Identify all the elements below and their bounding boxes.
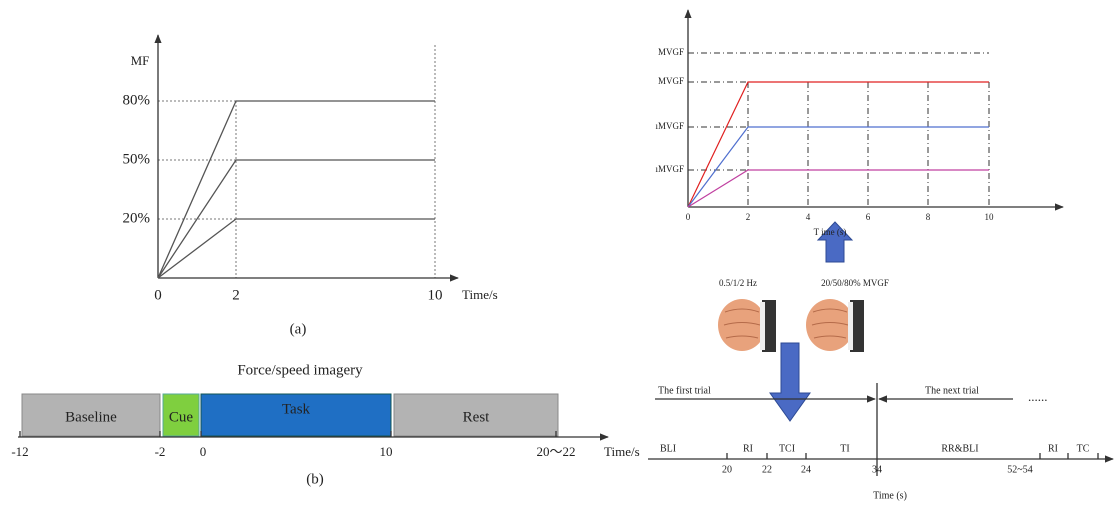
axis-label: Time (s) — [873, 490, 907, 501]
trial-label: The next trial — [925, 385, 979, 396]
x-tick-label: 10 — [428, 287, 443, 303]
x-tick-label: 2 — [232, 287, 240, 303]
fist-icon — [718, 299, 776, 352]
x-tick-label: 8 — [926, 212, 931, 222]
phase-label: Rest — [463, 409, 491, 425]
panel-title: Force/speed imagery — [237, 362, 363, 378]
panel-c: 0.5/1/2 Hz 20/50/80% MVGF The first tria… — [648, 222, 1113, 501]
x-tick-label: 0 — [686, 212, 691, 222]
tick-label: 52~54 — [1007, 464, 1032, 475]
series-line — [688, 170, 989, 207]
panel-b: Force/speed imagery Baseline Cue Task Re… — [11, 362, 639, 487]
segment-label: RR&BLI — [941, 443, 978, 454]
tick-label: 24 — [801, 464, 811, 475]
segment-label: BLI — [660, 443, 676, 454]
phase-label: Task — [282, 401, 311, 417]
x-tick-label: 10 — [985, 212, 995, 222]
tick-label: 20～22 — [536, 444, 575, 459]
x-axis-label: Time/s — [462, 287, 498, 302]
figure: Force/speed imagery Baseline Cue Task Re… — [0, 0, 1117, 505]
y-tick-label: MVGF — [658, 47, 684, 57]
force-label: 20/50/80% MVGF — [821, 278, 889, 288]
y-tick-label: 80% — [123, 92, 151, 108]
segment-label: TCI — [779, 443, 795, 454]
y-tick-label: ıMVGF — [655, 164, 684, 174]
y-tick-label: 20% — [123, 210, 151, 226]
phase-label: Cue — [169, 409, 194, 425]
series-line — [688, 127, 989, 207]
x-tick-label: 0 — [154, 287, 162, 303]
tick-label: 10 — [380, 444, 393, 459]
fist-icon — [806, 299, 864, 352]
frequency-label: 0.5/1/2 Hz — [719, 278, 757, 288]
axis-label: Time/s — [604, 444, 640, 459]
tick-label: -12 — [11, 444, 28, 459]
series-line — [158, 219, 435, 278]
y-tick-label: 50% — [123, 151, 151, 167]
phase-label: Baseline — [65, 409, 117, 425]
tick-label: 22 — [762, 464, 772, 475]
y-axis-label: MF — [131, 53, 150, 68]
segment-label: TI — [840, 443, 849, 454]
segment-label: TC — [1077, 443, 1090, 454]
tick-label: 34 — [872, 464, 882, 475]
series-line — [158, 101, 435, 278]
x-tick-label: 2 — [746, 212, 751, 222]
tick-label: 20 — [722, 464, 732, 475]
caption: (b) — [306, 471, 324, 487]
down-arrow — [770, 343, 810, 421]
x-tick-label: 6 — [866, 212, 871, 222]
segment-label: RI — [743, 443, 753, 454]
segment-label: RI — [1048, 443, 1058, 454]
y-tick-label: ıMVGF — [655, 121, 684, 131]
x-axis-label: T ime (s) — [814, 227, 847, 237]
ellipsis: ...... — [1028, 389, 1048, 404]
tick-label: 0 — [200, 444, 207, 459]
series-line — [688, 82, 989, 207]
trial-label: The first trial — [658, 385, 711, 396]
caption: (a) — [290, 321, 307, 337]
y-tick-label: MVGF — [658, 76, 684, 86]
x-tick-label: 4 — [806, 212, 811, 222]
tick-label: -2 — [155, 444, 166, 459]
